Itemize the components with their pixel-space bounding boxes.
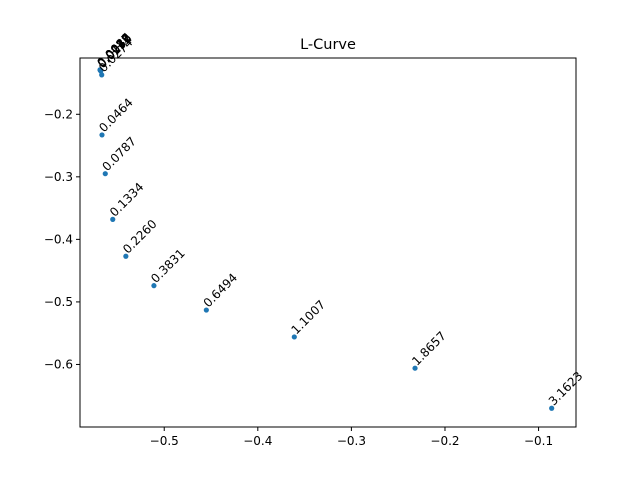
y-tick-label: −0.6 (44, 357, 73, 371)
points-layer (97, 67, 555, 411)
data-point (99, 132, 105, 138)
point-label: 3.1623 (546, 369, 586, 409)
x-tick-label: −0.5 (150, 434, 179, 448)
data-point (123, 253, 129, 259)
point-label: 0.2260 (120, 217, 160, 257)
chart-title: L-Curve (300, 37, 356, 53)
point-label: 0.1334 (107, 180, 147, 220)
x-tick-label: −0.2 (430, 434, 459, 448)
data-point (99, 72, 105, 78)
y-tick-label: −0.2 (44, 107, 73, 121)
plot-frame (79, 57, 577, 428)
y-tick-label: −0.3 (44, 170, 73, 184)
axes-layer: −0.5 −0.4 −0.3 −0.2 −0.1 −0.2 −0.3 −0.4 −0.5 −0.6 (44, 107, 553, 448)
data-point (412, 365, 418, 371)
x-tick-label: −0.3 (337, 434, 366, 448)
data-point (203, 307, 209, 313)
data-point (549, 405, 555, 411)
x-tick-label: −0.4 (243, 434, 272, 448)
point-label: 1.8657 (409, 329, 449, 369)
y-tick-label: −0.4 (44, 232, 73, 246)
data-point (110, 216, 116, 222)
point-label: 1.1007 (289, 297, 329, 337)
x-tick-label: −0.1 (524, 434, 553, 448)
point-label: 0.0787 (99, 134, 139, 174)
point-label: 0.3831 (148, 246, 188, 286)
data-point (102, 171, 108, 177)
data-point (98, 68, 104, 74)
point-label: 0.6494 (201, 271, 241, 311)
point-labels-layer: 0.00100.00170.00280.00480.00810.01360.02… (94, 30, 585, 408)
point-label: 0.0464 (96, 95, 136, 135)
data-point (151, 283, 157, 289)
y-tick-label: −0.5 (44, 295, 73, 309)
data-point (291, 334, 297, 340)
